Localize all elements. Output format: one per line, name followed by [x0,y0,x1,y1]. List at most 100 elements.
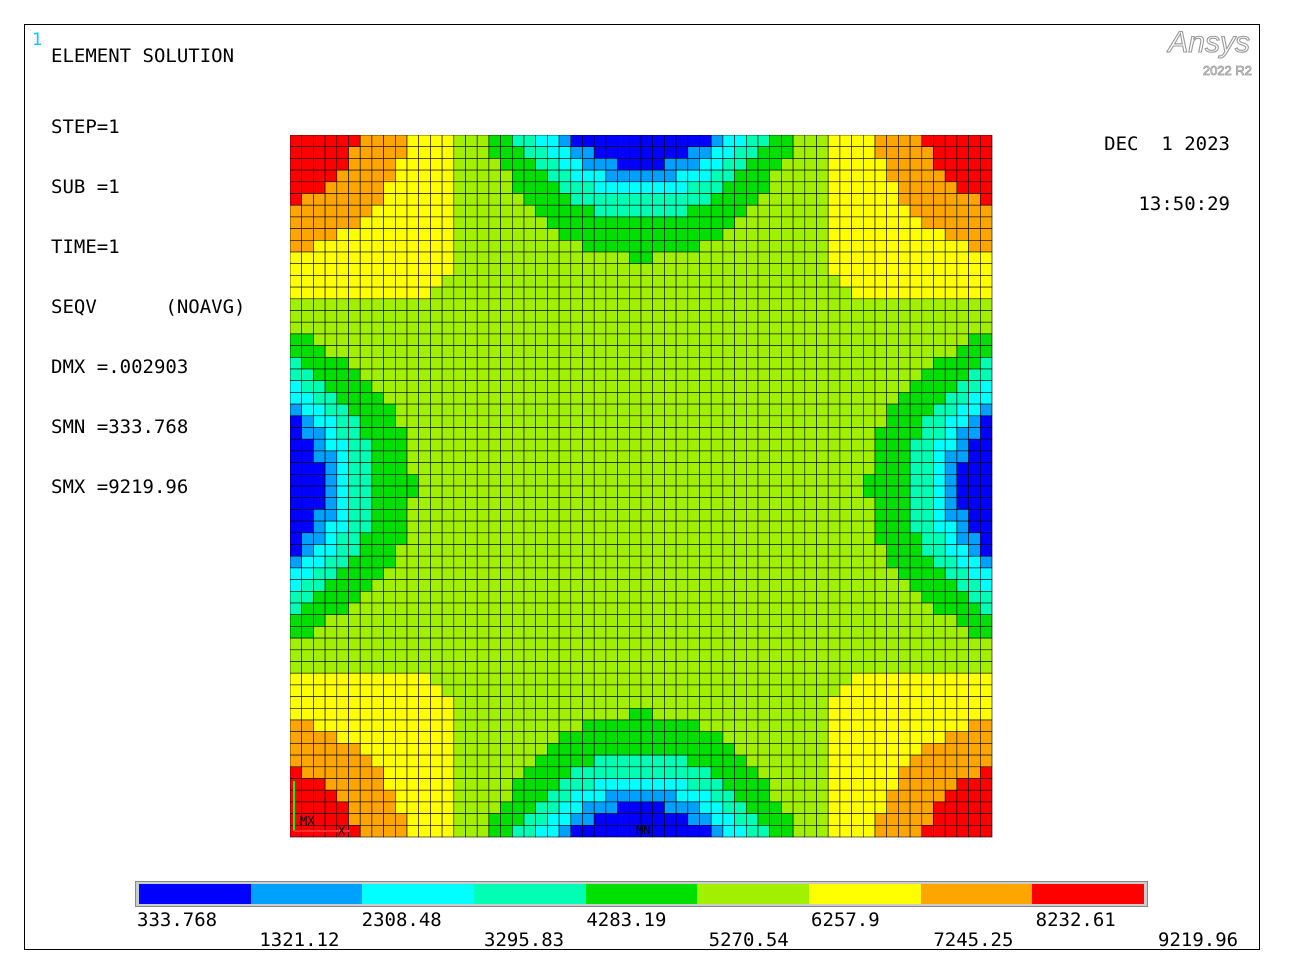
mesh-element [348,473,361,487]
mesh-element [944,462,958,475]
mesh-element [418,485,431,498]
mesh-element [675,532,689,545]
mesh-element [816,263,829,276]
mesh-element [371,743,384,756]
mesh-element [757,392,770,405]
mesh-element [769,380,782,393]
mesh-element [500,392,513,405]
mesh-element [734,626,747,639]
mesh-element [476,275,490,288]
mesh-element [441,637,455,651]
mesh-element [359,731,373,744]
mesh-element [371,368,384,381]
mesh-element [336,368,349,381]
mesh-element [816,216,829,229]
mesh-element [605,169,618,183]
mesh-element [383,275,396,288]
mesh-element [628,251,642,264]
mesh-element [500,614,513,627]
mesh-element [290,310,302,323]
mesh-element [757,310,770,323]
mesh-element [313,298,326,311]
mesh-element [699,684,712,697]
mesh-element [933,661,946,674]
mesh-element [898,438,911,452]
mesh-element [979,497,993,510]
mesh-element [535,193,548,206]
mesh-element [909,789,923,803]
mesh-element [628,778,642,791]
mesh-element [324,497,338,510]
mesh-element [476,462,490,475]
mesh-element [710,240,724,253]
mesh-element [956,672,969,686]
mesh-element [290,450,302,463]
mesh-element [558,813,572,826]
mesh-element [383,497,396,510]
mesh-element [851,497,864,510]
mesh-element [851,614,864,627]
mesh-element [383,298,396,311]
mesh-element [792,567,806,580]
mesh-element [500,240,513,253]
mesh-element [359,263,373,276]
mesh-element [453,427,466,440]
mesh-element [593,263,607,276]
mesh-element [851,298,864,311]
mesh-element [500,438,513,452]
mesh-element [348,532,361,545]
mesh-element [441,649,455,662]
mesh-element [453,579,466,592]
mesh-element [418,532,431,545]
mesh-element [886,333,899,346]
mesh-element [722,754,735,768]
mesh-element [839,146,852,159]
mesh-element [933,766,946,779]
mesh-element [582,135,595,147]
mesh-element [769,427,782,440]
mesh-element [898,216,911,229]
mesh-element [909,555,923,569]
mesh-element [722,567,735,580]
mesh-element [816,450,829,463]
mesh-element [769,707,782,721]
mesh-element [898,555,911,569]
date-text: DEC 1 2023 [1104,133,1230,155]
mesh-element [781,497,794,510]
mesh-element [933,216,946,229]
mesh-element [430,532,443,545]
mesh-element [500,368,513,381]
mesh-element [722,392,735,405]
mesh-element [979,567,993,580]
mesh-element [488,368,501,381]
mesh-element [418,661,431,674]
mesh-element [745,579,759,592]
mesh-element [699,555,712,569]
mesh-element [628,485,642,498]
mesh-element [710,789,724,803]
mesh-element [687,310,700,323]
mesh-element [769,520,782,534]
mesh-element [722,778,735,791]
mesh-element [792,357,806,370]
mesh-element [898,824,911,838]
mesh-element [909,450,923,463]
mesh-element [722,579,735,592]
mesh-element [722,310,735,323]
mesh-element [512,473,525,487]
mesh-element [734,181,747,194]
mesh-element [558,766,572,779]
mesh-element [359,743,373,756]
mesh-element [383,778,396,791]
mesh-element [816,275,829,288]
legend-swatch-3 [362,884,475,904]
mesh-element [488,579,501,592]
mesh-element [652,368,665,381]
mesh-element [605,193,618,206]
mesh-element [324,158,338,171]
mesh-element [418,579,431,592]
mesh-element [757,228,770,241]
mesh-element [512,450,525,463]
mesh-element [488,778,501,791]
mesh-element [383,403,396,417]
